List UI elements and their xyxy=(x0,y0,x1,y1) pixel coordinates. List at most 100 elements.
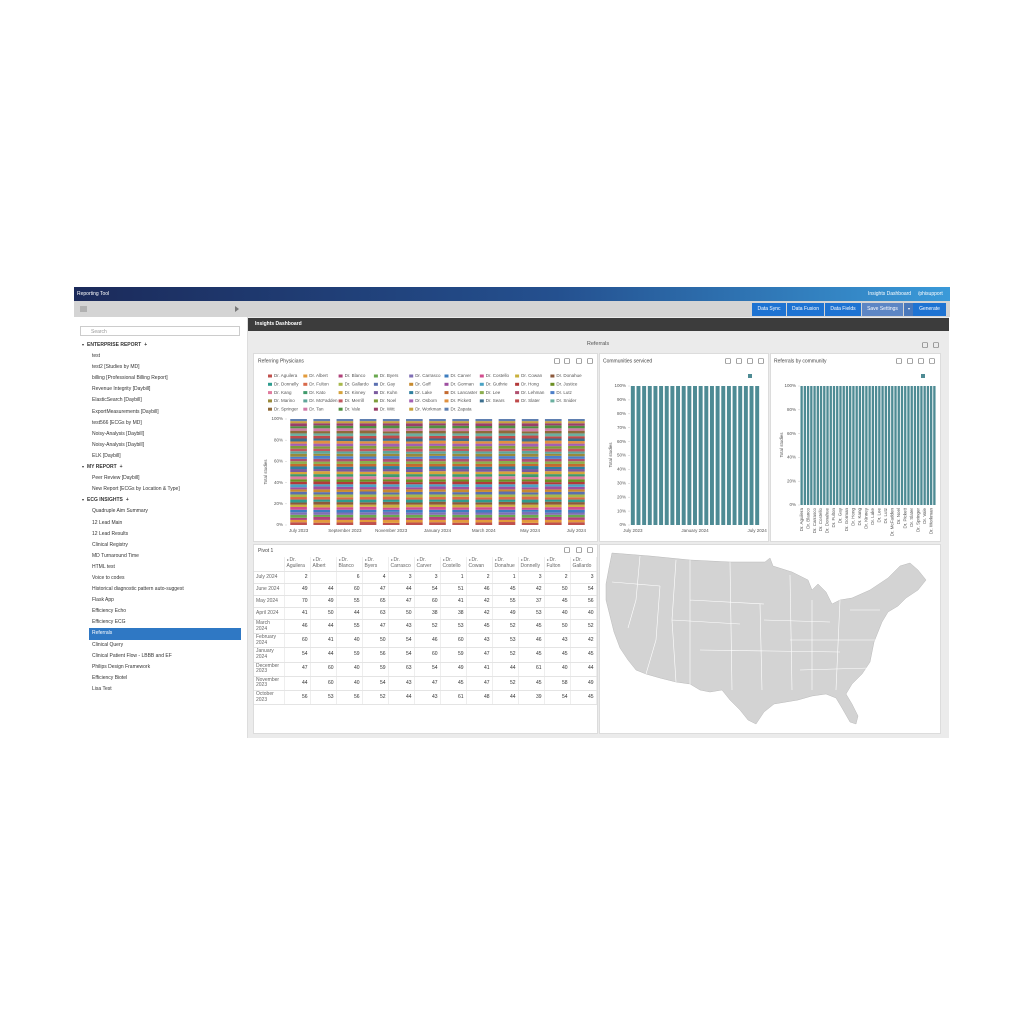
table-row: February 2024 60 41 40 50 54 46 60 43 53 46 43 42 xyxy=(254,633,597,649)
column-header[interactable]: Dr. Cowan xyxy=(466,557,493,572)
nav-item[interactable]: test xyxy=(92,353,101,360)
cell: 59 xyxy=(440,647,467,663)
nav-item[interactable]: 12 Lead Main xyxy=(92,519,123,526)
cell: 48 xyxy=(466,690,493,706)
expand-icon[interactable] xyxy=(234,306,240,312)
cell: 2 xyxy=(466,571,493,584)
column-header[interactable]: Dr. Albert xyxy=(310,557,337,572)
toolbar-button[interactable]: Generate xyxy=(913,303,946,316)
pivot-table-wrap: Dr. Aguilera Dr. Albert Dr. Blanco Dr. Byer… xyxy=(254,557,597,733)
nav-item[interactable]: MD Turnaround Time xyxy=(92,552,139,559)
column-header[interactable]: Dr. Carrasco xyxy=(388,557,415,572)
nav-item[interactable]: Voice to codes xyxy=(92,574,125,581)
cell: 60 xyxy=(310,662,337,677)
cell: 54 xyxy=(388,633,415,649)
toolbar-button[interactable]: Data Sync xyxy=(752,303,786,316)
nav-item[interactable]: Quadruple Aim Summary xyxy=(92,508,148,515)
cell: 60 xyxy=(414,595,441,608)
nav-item[interactable]: Efficiency ECG xyxy=(92,619,126,626)
cell: 45 xyxy=(466,619,493,635)
panel xyxy=(599,544,941,734)
column-header[interactable]: Dr. Byers xyxy=(362,557,389,572)
cell: 55 xyxy=(336,619,363,635)
table-row: March 2024 46 44 55 47 43 52 53 45 52 45 50 52 xyxy=(254,619,597,635)
nav-item[interactable]: Noisy-Analysis [Daybill] xyxy=(92,441,144,448)
filter-icon[interactable] xyxy=(80,306,87,312)
user-name[interactable]: /phisupport xyxy=(918,291,943,297)
nav-item[interactable]: Noisy-Analysis [Daybill] xyxy=(92,430,144,437)
column-header[interactable]: Dr. Donahue xyxy=(492,557,519,572)
cell: 46 xyxy=(518,633,545,649)
nav-item[interactable]: ExportMeasurements [Daybill] xyxy=(92,408,159,415)
column-name: Dr. Donnelly xyxy=(520,557,540,569)
toolbar-button[interactable]: Save Settings xyxy=(862,303,903,316)
cell: 43 xyxy=(388,676,415,691)
toolbar-button[interactable]: Data Fusion xyxy=(787,303,824,316)
nav-item[interactable]: ELK [Daybill] xyxy=(92,452,121,459)
column-header[interactable]: Dr. Donnelly xyxy=(518,557,545,572)
nav-item[interactable]: Historical diagnostic pattern auto-sugge… xyxy=(92,586,184,593)
nav-item[interactable]: Lisa Test xyxy=(92,685,112,692)
cell: 6 xyxy=(336,571,363,584)
nav-item[interactable]: Clinical Query xyxy=(92,641,124,648)
nav-item[interactable]: 12 Lead Results xyxy=(92,530,129,537)
cell: 45 xyxy=(544,647,571,663)
nav-item[interactable]: Referrals xyxy=(89,628,241,640)
cell: 54 xyxy=(388,647,415,663)
nav-item[interactable]: HTML test xyxy=(92,563,115,570)
column-header[interactable]: Dr. Fulton xyxy=(544,557,571,572)
toolbar-button[interactable]: Data Fields xyxy=(825,303,861,316)
cell: 47 xyxy=(362,619,389,635)
nav-item[interactable]: Flask App xyxy=(92,597,114,604)
section-title: ECG INSIGHTS xyxy=(87,497,123,504)
table-row: July 2024 2 6 4 3 3 1 2 1 3 2 3 xyxy=(254,571,597,584)
cell: 45 xyxy=(518,619,545,635)
app-title: Reporting Tool xyxy=(77,291,110,297)
nav-item[interactable]: Clinical Patient Flow - LBBB and EF xyxy=(92,652,172,659)
cell: 63 xyxy=(388,662,415,677)
search-box[interactable]: Search xyxy=(80,326,240,336)
cell: 47 xyxy=(466,647,493,663)
nav-item[interactable]: Philips Design Framework xyxy=(92,663,151,670)
nav-item[interactable]: Efficiency Biotel xyxy=(92,674,128,681)
table-row: January 2024 54 44 59 56 54 60 59 47 52 45 45 45 xyxy=(254,647,597,663)
dashboard-heading: Referrals xyxy=(586,341,610,347)
nav-item[interactable]: test566 [ECGs by MD] xyxy=(92,419,142,426)
cell: 65 xyxy=(362,595,389,608)
cell: 60 xyxy=(440,633,467,649)
column-header[interactable]: Dr. Gallardo xyxy=(570,557,597,572)
nav-item[interactable]: Efficiency Echo xyxy=(92,608,127,615)
column-header[interactable]: Dr. Carver xyxy=(414,557,441,572)
nav-item[interactable]: Clinical Registry xyxy=(92,541,128,548)
nav-item[interactable]: ElasticSearch [Daybill] xyxy=(92,397,142,404)
table-row: October 2023 56 53 56 52 44 43 61 48 44 39 54 45 xyxy=(254,690,597,706)
cell: 44 xyxy=(284,676,311,691)
panel xyxy=(253,353,598,542)
cell: 41 xyxy=(284,607,311,620)
cell: 44 xyxy=(570,662,597,677)
nav-item[interactable]: test2 [Studies by MD] xyxy=(92,364,140,371)
nav-item[interactable]: New Report [ECGs by Location & Type] xyxy=(92,486,180,493)
cell: 46 xyxy=(466,583,493,596)
top-bar: Reporting Tool Insights Dashboard /phisu… xyxy=(74,287,950,301)
column-header[interactable]: Dr. Aguilera xyxy=(284,557,311,572)
dashboard-title: Insights Dashboard xyxy=(248,318,949,331)
nav-item[interactable]: Revenue Integrity [Daybill] xyxy=(92,386,151,393)
column-header[interactable]: Dr. Blanco xyxy=(336,557,363,572)
cell: 44 xyxy=(336,607,363,620)
dashboard-link[interactable]: Insights Dashboard xyxy=(868,291,912,297)
column-name: Dr. Byers xyxy=(364,557,378,569)
cell: 54 xyxy=(284,647,311,663)
section-header[interactable]: ECG INSIGHTS + xyxy=(74,495,247,506)
cell: 52 xyxy=(492,676,519,691)
cell: 40 xyxy=(544,607,571,620)
section-header[interactable]: ENTERPRISE REPORT + xyxy=(74,340,247,351)
nav-item[interactable]: Peer Review [Daybill] xyxy=(92,475,140,482)
section-header[interactable]: MY REPORT + xyxy=(74,462,247,473)
column-header[interactable]: Dr. Costello xyxy=(440,557,467,572)
cell: 53 xyxy=(310,690,337,706)
column-name: Dr. Donahue xyxy=(494,557,515,569)
nav-item[interactable]: billing [Professional Billing Report] xyxy=(92,375,168,382)
dropdown-toggle[interactable] xyxy=(904,303,913,316)
